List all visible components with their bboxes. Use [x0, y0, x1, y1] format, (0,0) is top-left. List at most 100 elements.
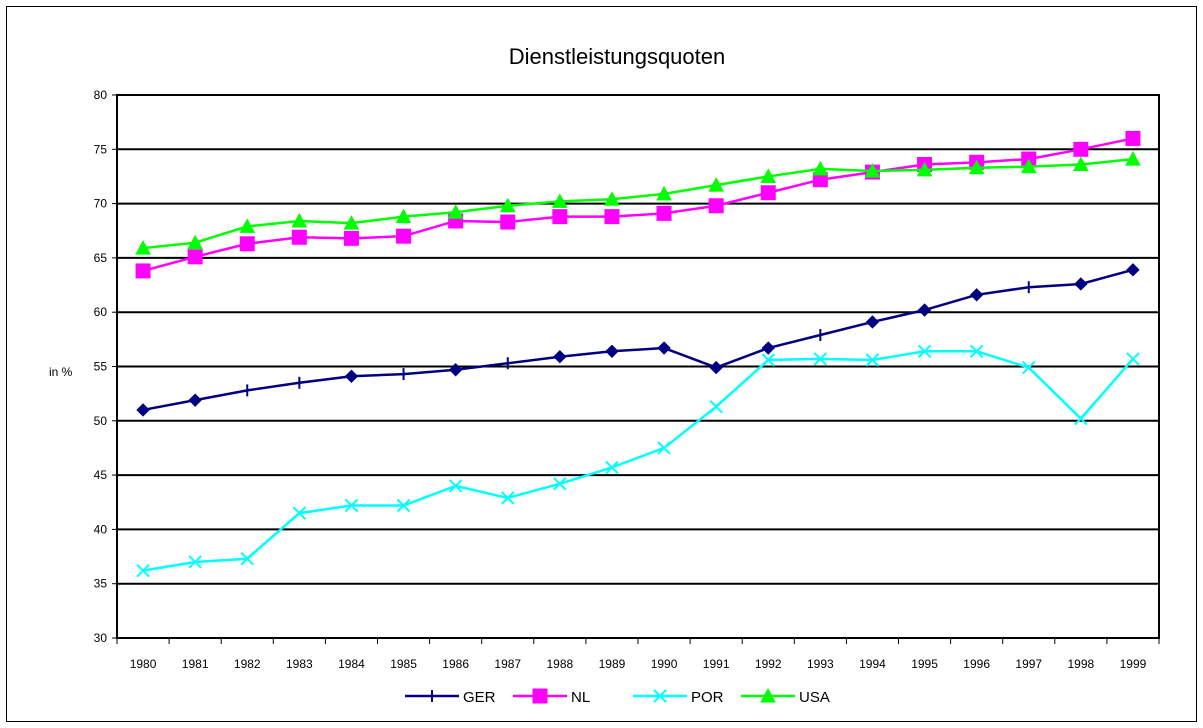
- point-nl-1998: [1073, 141, 1089, 157]
- point-por-1988-b: [553, 477, 567, 491]
- point-por-1997-b: [1022, 360, 1036, 375]
- point-por-1998-b: [1074, 411, 1088, 426]
- point-usa-1996: [968, 159, 985, 175]
- point-usa-1995: [916, 161, 933, 177]
- gridlines: [117, 94, 1159, 639]
- y-tick-label-40: 40: [94, 522, 108, 536]
- legend-marker-usa: [760, 687, 776, 703]
- point-ger-1994: [865, 315, 880, 329]
- point-usa-1990: [656, 185, 672, 201]
- point-por-1981-b: [188, 555, 202, 569]
- series-nl: [135, 130, 1141, 279]
- point-nl-1980: [135, 263, 151, 279]
- point-por-1980-b: [136, 563, 150, 578]
- point-usa-1991: [708, 177, 724, 192]
- point-por-1989: [605, 460, 619, 475]
- point-por-1984: [344, 498, 359, 513]
- point-por-1982-b: [240, 552, 254, 566]
- point-ger-1988: [553, 350, 567, 364]
- x-tick-label-1984: 1984: [338, 657, 365, 671]
- point-por-1990: [657, 441, 671, 455]
- point-nl-1983: [291, 229, 307, 245]
- point-por-1995-b: [917, 344, 932, 359]
- y-tick-label-75: 75: [94, 142, 108, 156]
- point-por-1983: [292, 506, 307, 520]
- point-nl-1991: [708, 198, 724, 214]
- point-por-1980: [136, 563, 150, 578]
- point-por-1982: [240, 552, 254, 566]
- point-por-1991-b: [709, 399, 723, 414]
- series-line-ger: [142, 268, 1134, 412]
- series-por: [136, 344, 1140, 578]
- y-tick-label-50: 50: [94, 414, 108, 428]
- legend-label-ger: GER: [463, 689, 496, 706]
- series-usa: [135, 151, 1141, 255]
- point-ger-1981: [188, 393, 202, 407]
- point-usa-1983: [291, 212, 308, 228]
- point-por-1984-b: [344, 498, 359, 513]
- line-chart: Dienstleistungsquoten 30 35 40 45 50 55 60 65 70…: [49, 44, 1160, 706]
- legend-marker-por: [653, 689, 667, 703]
- point-ger-1990: [657, 341, 671, 355]
- point-por-1996: [969, 344, 984, 359]
- x-tick-label-1994: 1994: [859, 657, 886, 671]
- x-tick-label-1988: 1988: [546, 657, 573, 671]
- point-por-1999: [1126, 352, 1140, 366]
- x-tick-label-1983: 1983: [286, 657, 313, 671]
- point-usa-1997: [1020, 158, 1037, 174]
- point-ger-1991: [709, 360, 723, 375]
- legend-label-por: POR: [691, 689, 724, 706]
- point-usa-1986: [447, 204, 464, 219]
- legend: GER NL POR USA: [405, 687, 830, 706]
- point-usa-1987: [499, 197, 516, 213]
- point-nl-1984: [343, 230, 359, 246]
- point-por-1999-b: [1126, 352, 1140, 366]
- point-por-1981: [188, 555, 202, 569]
- point-por-1985: [396, 498, 411, 513]
- point-por-1989-b: [605, 460, 619, 475]
- point-por-1993: [813, 352, 828, 366]
- point-usa-1981: [187, 234, 203, 250]
- series-line-por: [142, 350, 1134, 572]
- x-tick-label-1981: 1981: [182, 657, 209, 671]
- legend-marker-por-b: [653, 689, 667, 703]
- point-ger-1989: [605, 344, 619, 359]
- x-tick-label-1990: 1990: [651, 657, 678, 671]
- point-por-1988: [553, 477, 567, 491]
- x-tick-label-1992: 1992: [755, 657, 782, 671]
- point-usa-1989: [604, 191, 620, 206]
- point-ger-1995: [917, 303, 932, 317]
- point-ger-1999: [1126, 263, 1140, 277]
- point-nl-1990: [656, 205, 672, 221]
- series-line-nl: [142, 137, 1134, 273]
- y-tick-label-65: 65: [94, 251, 108, 265]
- x-tick-label-1999: 1999: [1120, 657, 1147, 671]
- x-tick-label-1989: 1989: [599, 657, 626, 671]
- point-por-1992-b: [761, 353, 775, 367]
- point-nl-1992: [760, 185, 776, 201]
- series-ger: [136, 263, 1140, 417]
- point-usa-1992: [760, 168, 777, 183]
- point-por-1987: [501, 491, 515, 505]
- point-nl-1989: [604, 209, 620, 225]
- point-usa-1985: [395, 208, 412, 224]
- x-tick-label-1985: 1985: [390, 657, 417, 671]
- y-tick-label-30: 30: [94, 631, 108, 645]
- point-por-1996-b: [969, 344, 984, 359]
- legend-label-usa: USA: [799, 689, 830, 706]
- x-tick-label-1996: 1996: [963, 657, 990, 671]
- x-tick-label-1998: 1998: [1067, 657, 1094, 671]
- point-nl-1987: [500, 214, 516, 230]
- point-usa-1994: [864, 162, 881, 178]
- point-usa-1982: [239, 218, 256, 233]
- y-tick-label-55: 55: [94, 360, 108, 374]
- point-usa-1980: [135, 240, 151, 255]
- x-tick-label-1997: 1997: [1015, 657, 1042, 671]
- chart-title: Dienstleistungsquoten: [509, 44, 725, 69]
- series-lines: [135, 130, 1141, 578]
- point-por-1992: [761, 353, 775, 367]
- x-tick-label-1987: 1987: [494, 657, 521, 671]
- point-por-1986-b: [448, 479, 463, 493]
- legend-item-por: POR: [633, 689, 724, 706]
- y-tick-label-80: 80: [94, 88, 108, 102]
